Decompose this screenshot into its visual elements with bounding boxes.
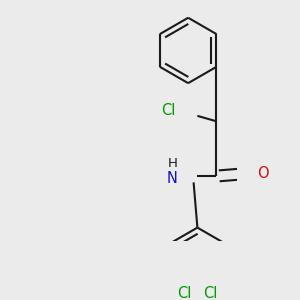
Text: H: H <box>167 157 177 170</box>
Text: Cl: Cl <box>203 286 218 300</box>
Text: Cl: Cl <box>177 286 191 300</box>
Text: Cl: Cl <box>161 103 176 118</box>
Text: N: N <box>167 171 177 186</box>
Text: O: O <box>257 166 269 181</box>
